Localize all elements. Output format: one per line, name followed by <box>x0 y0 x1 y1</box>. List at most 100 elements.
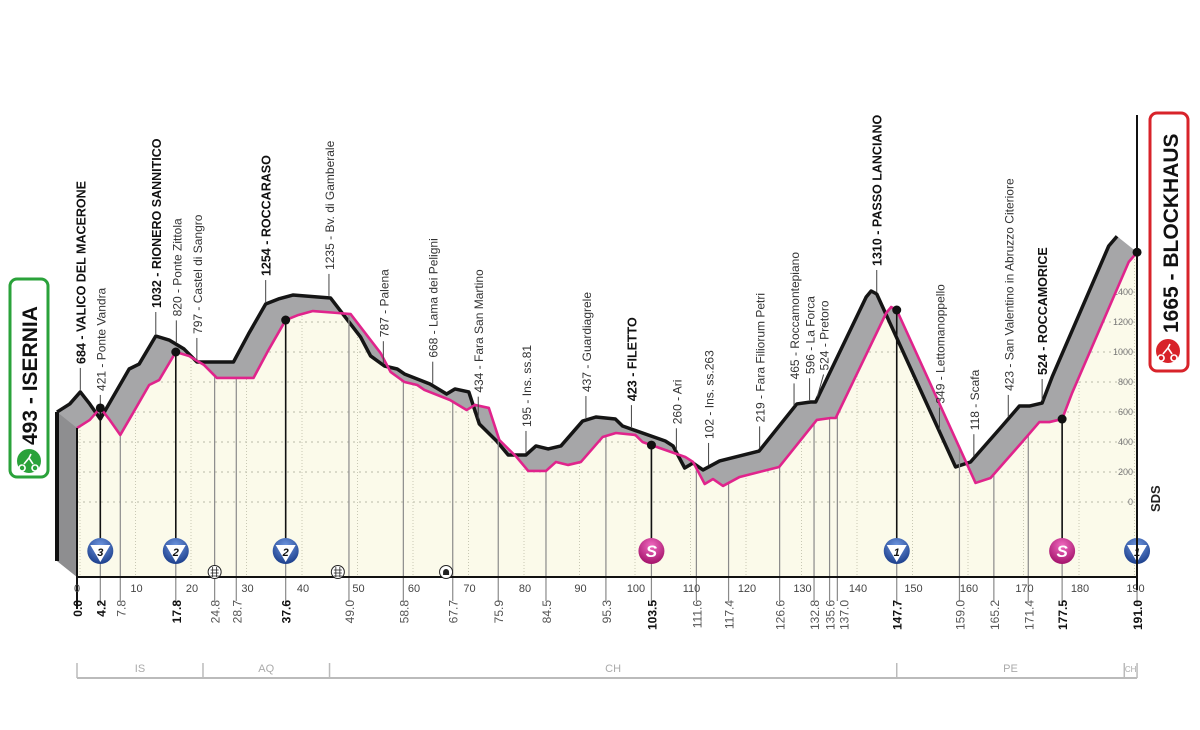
place-label: 423 - FILETTO <box>625 317 639 401</box>
x-tick-label: 140 <box>849 583 867 595</box>
place-label: 423 - San Valentino in Abruzzo Citeriore <box>1002 178 1016 391</box>
railway-crossing-icon <box>207 565 222 579</box>
place-label: 1310 - PASSO LANCIANO <box>871 115 885 266</box>
x-tick-label: 180 <box>1071 583 1089 595</box>
kom-category-number: 1 <box>894 547 900 559</box>
km-marker-label: 159.0 <box>953 600 967 630</box>
x-tick-label: 10 <box>130 583 142 595</box>
finish-box-border <box>1148 111 1190 373</box>
kom-pin-dot <box>281 315 291 325</box>
place-label: 434 - Fara San Martino <box>472 269 486 393</box>
kom-triangle-glyph <box>886 545 907 562</box>
kom-triangle-glyph <box>90 545 111 562</box>
x-tick-label: 190 <box>1126 583 1144 595</box>
km-marker-label: 0.0 <box>71 600 85 617</box>
place-label: 668 - Lama dei Peligni <box>427 238 441 357</box>
x-tick-label: 80 <box>519 583 531 595</box>
km-marker-label: 147.7 <box>891 600 905 630</box>
sprint-pin-dot <box>646 440 656 450</box>
x-tick-label: 170 <box>1015 583 1033 595</box>
place-label: 465 - Roccamontepiano <box>788 252 802 380</box>
km-marker-label: 4.2 <box>94 600 108 617</box>
y-tick-label: 0 <box>1128 497 1133 507</box>
relief-band <box>57 236 1138 577</box>
x-tick-label: 130 <box>793 583 811 595</box>
place-label: 260 - Ari <box>670 380 684 425</box>
km-marker-label: 117.4 <box>723 600 737 629</box>
tunnel-glyph <box>443 569 450 575</box>
x-tick-label: 100 <box>627 583 645 595</box>
x-tick-label: 20 <box>186 583 198 595</box>
kom-category-number: 2 <box>282 547 289 559</box>
brand-logo: SDS <box>1148 485 1163 512</box>
profile-line <box>76 251 1139 488</box>
x-tick-label: 150 <box>904 583 922 595</box>
km-marker-label: 7.8 <box>114 600 128 617</box>
region-label: IS <box>135 663 145 675</box>
km-marker-label: 75.9 <box>492 600 506 624</box>
place-label: 820 - Ponte Zittola <box>170 218 184 316</box>
finish-label: 1665 - BLOCKHAUS <box>1160 133 1183 333</box>
finish-box: 1665 - BLOCKHAUS <box>1136 111 1190 590</box>
x-tick-label: 0 <box>74 583 80 595</box>
km-marker-label: 37.6 <box>280 600 294 624</box>
x-tick-label: 30 <box>241 583 253 595</box>
y-tick-label: 200 <box>1118 467 1133 477</box>
x-tick-label: 70 <box>463 583 475 595</box>
km-marker-label: 67.7 <box>447 600 461 624</box>
kom-pin-dot <box>171 347 181 357</box>
start-box-border <box>8 277 50 479</box>
place-label: 421 - Ponte Vandra <box>94 287 108 391</box>
km-marker-label: 171.4 <box>1022 600 1036 630</box>
y-tick-label: 1400 <box>1113 287 1133 297</box>
km-marker-label: 111.6 <box>690 600 704 629</box>
x-tick-label: 50 <box>352 583 364 595</box>
place-label: 195 - Ins. ss.81 <box>520 345 534 427</box>
place-label: 596 - La Forca <box>804 296 818 374</box>
place-label: 349 - Lettomanoppello <box>933 284 947 404</box>
km-marker-label: 28.7 <box>230 600 244 624</box>
km-marker-label: 191.0 <box>1131 600 1145 630</box>
railway-glyph <box>333 567 342 577</box>
railway-glyph <box>210 567 219 577</box>
km-marker-label: 17.8 <box>170 600 184 624</box>
place-label: 797 - Castel di Sangro <box>191 214 205 334</box>
km-marker-label: 132.8 <box>808 600 822 630</box>
sprint-icon <box>1049 538 1076 564</box>
km-marker-label: 135.6 <box>824 600 838 630</box>
ground-area <box>77 252 1138 577</box>
place-label: 1032 - RIONERO SANNITICO <box>150 138 164 308</box>
kom-pin-dot <box>892 305 902 315</box>
km-marker-label: 49.0 <box>343 600 357 624</box>
finish-cyclist-icon <box>1154 337 1182 365</box>
km-marker-label: 126.6 <box>774 600 788 630</box>
start-label: 493 - ISERNIA <box>19 306 42 445</box>
km-marker-label: 84.5 <box>540 600 554 624</box>
km-marker-label: 137.0 <box>838 600 852 630</box>
place-label: 219 - Fara Filiorum Petri <box>754 293 768 422</box>
place-label: 118 - Scafa <box>968 369 982 430</box>
x-tick-label: 110 <box>683 583 701 595</box>
x-tick-label: 160 <box>960 583 978 595</box>
place-label: 787 - Palena <box>377 269 391 337</box>
place-label: 524 - Pretoro <box>818 300 832 370</box>
start-box: 493 - ISERNIA <box>8 277 50 479</box>
start-cyclist-icon <box>15 447 43 475</box>
relief-top-line <box>56 235 1119 472</box>
kom-pin-dot <box>95 403 105 413</box>
place-leader-line <box>816 374 825 397</box>
sprint-icon <box>638 538 665 564</box>
place-label: 102 - Ins. ss.263 <box>703 350 717 439</box>
x-tick-label: 120 <box>738 583 756 595</box>
y-tick-label: 400 <box>1118 437 1133 447</box>
km-marker-label: 177.5 <box>1056 600 1070 630</box>
x-tick-label: 90 <box>574 583 586 595</box>
region-label: CH <box>1125 665 1137 674</box>
kom-category-number: 3 <box>97 547 103 559</box>
region-label: PE <box>1003 663 1018 675</box>
sprint-label: S <box>646 542 658 561</box>
x-tick-label: 60 <box>408 583 420 595</box>
kom-triangle-glyph <box>165 545 186 562</box>
sprint-pin-dot <box>1057 414 1067 424</box>
